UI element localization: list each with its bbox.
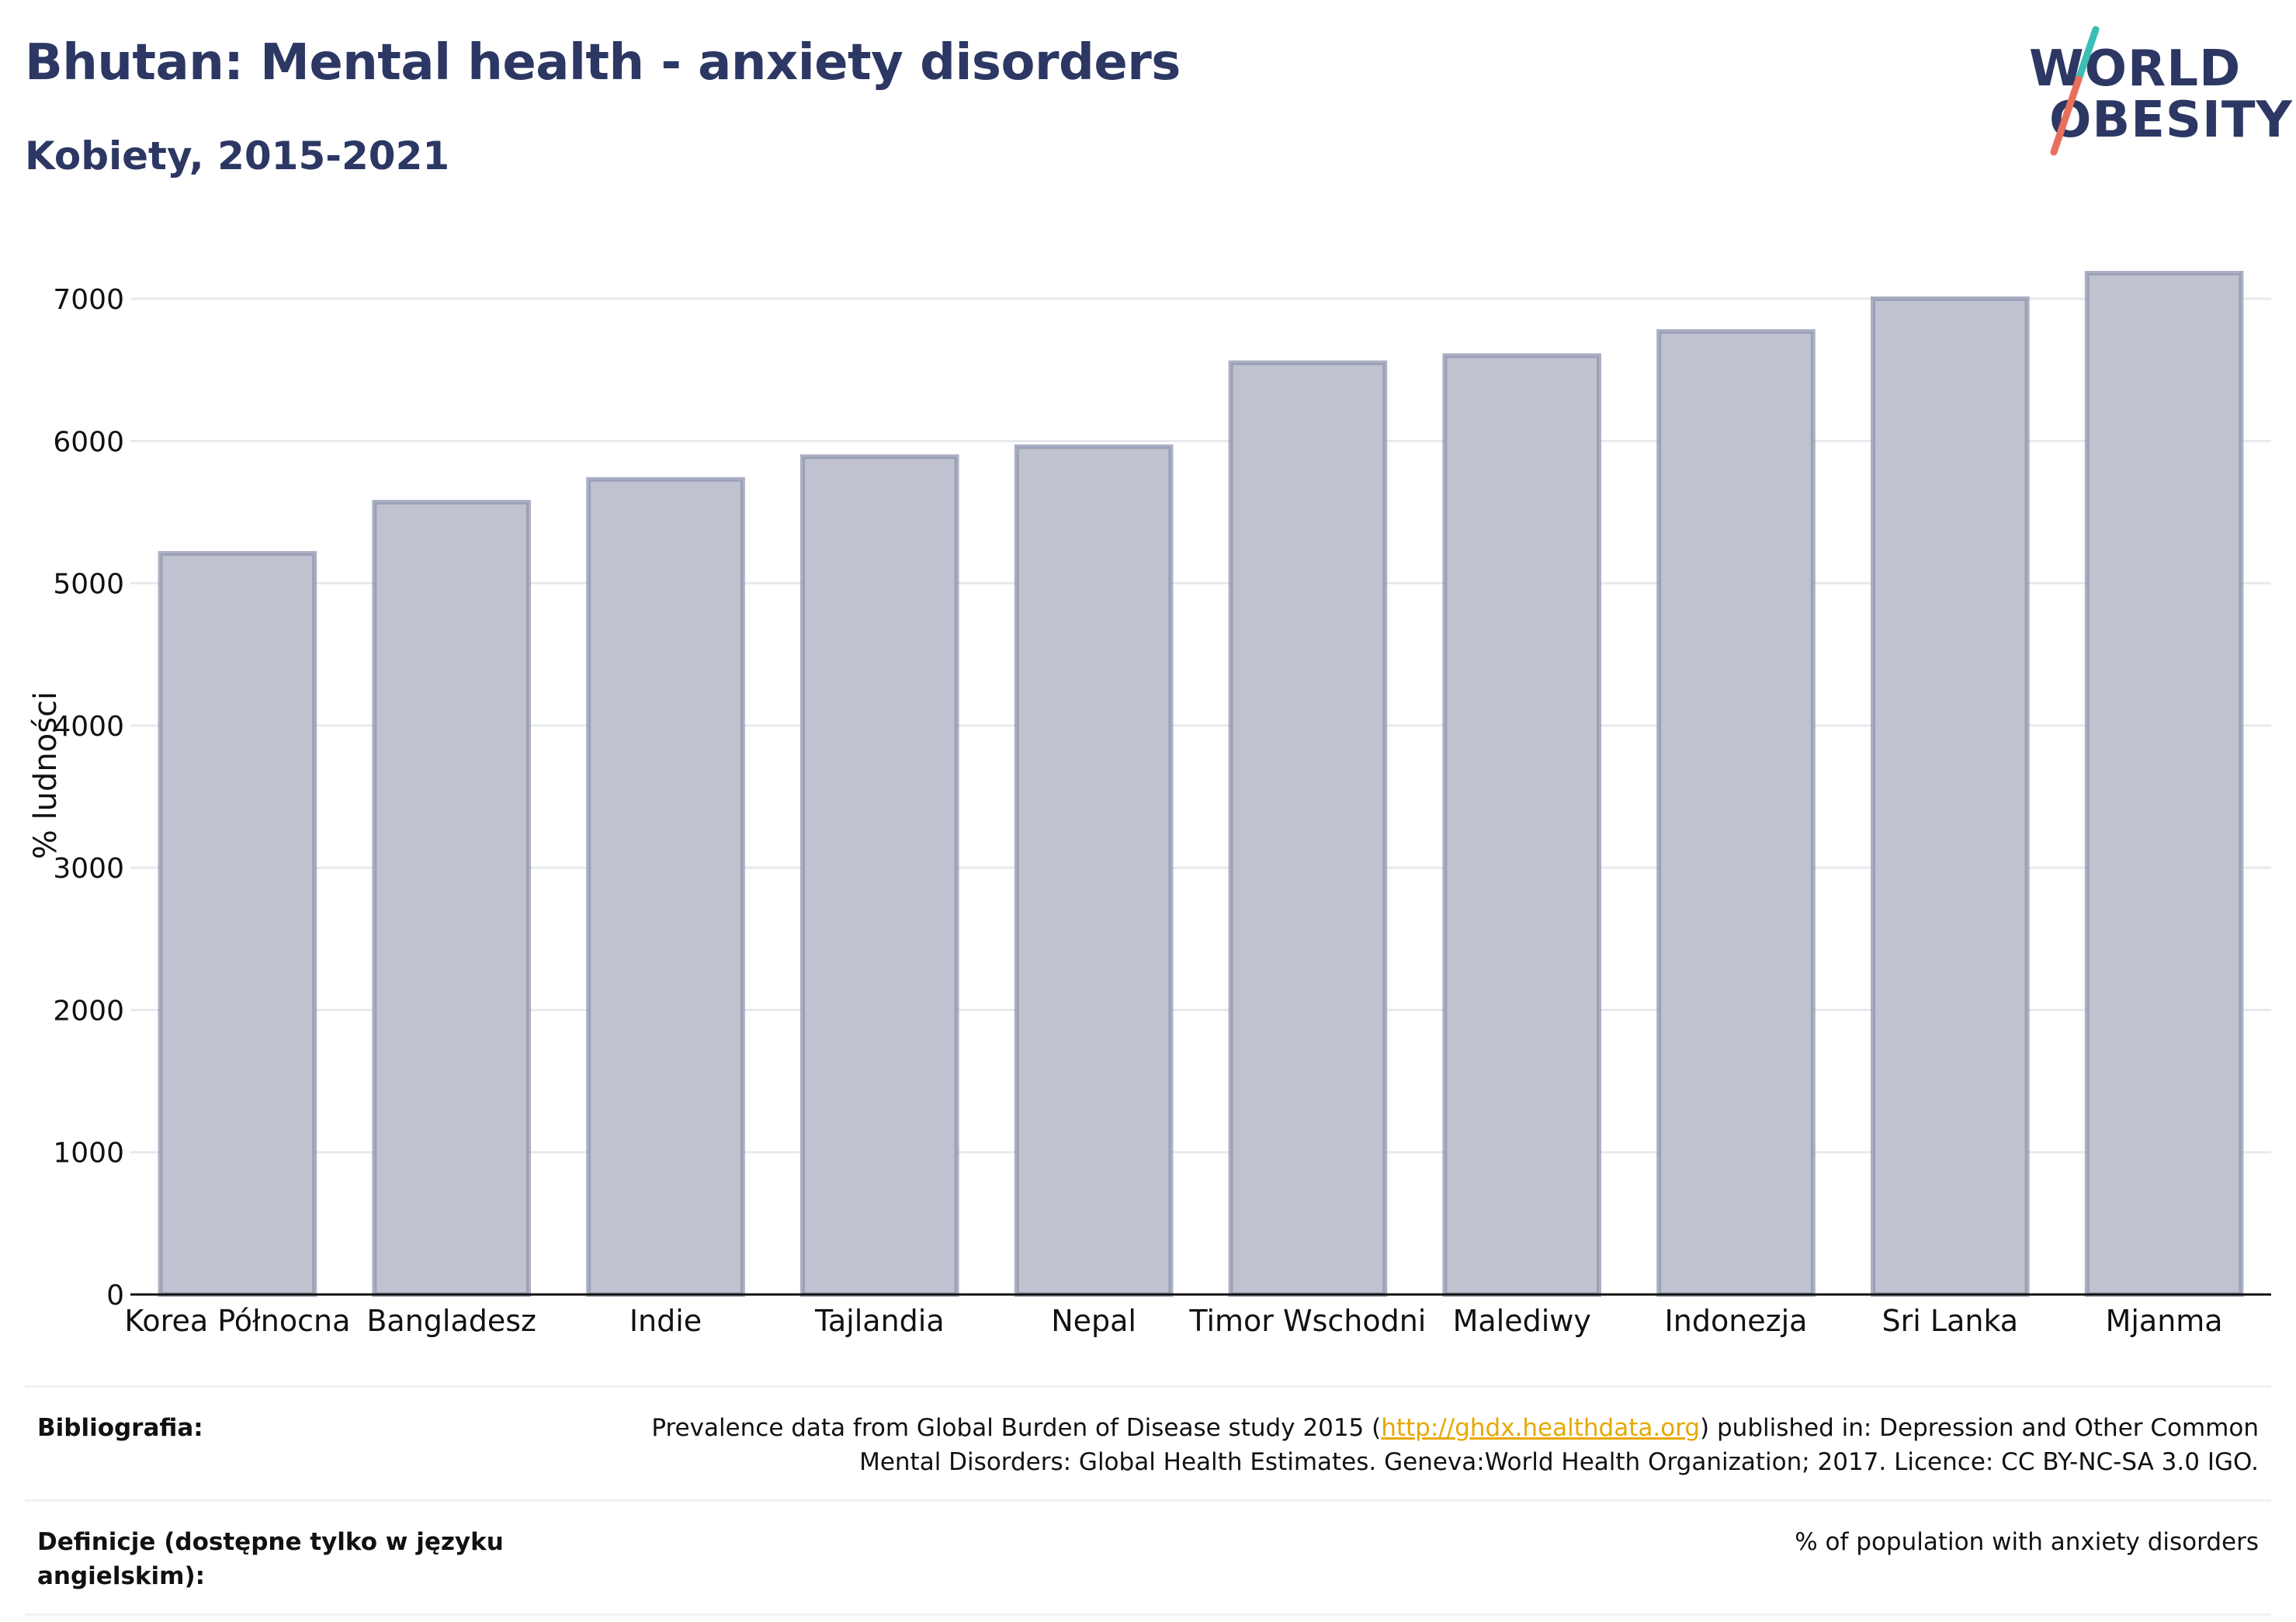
chart-title: Bhutan: Mental health - anxiety disorder…	[25, 34, 1181, 92]
x-category-label: Tajlandia	[814, 1304, 945, 1338]
bibliography-text-start: Prevalence data from Global Burden of Di…	[651, 1414, 1382, 1442]
x-category-label: Sri Lanka	[1882, 1304, 2019, 1338]
y-axis-label: % ludności	[28, 691, 64, 859]
bar[interactable]	[586, 477, 745, 1298]
bar[interactable]	[1656, 329, 1816, 1297]
logo-slash-icon	[2050, 26, 2100, 156]
y-tick-label: 7000	[53, 284, 124, 316]
chart-subtitle: Kobiety, 2015-2021	[25, 133, 450, 178]
bar[interactable]	[372, 500, 531, 1297]
bar[interactable]	[158, 551, 317, 1297]
y-tick-label: 4000	[53, 711, 124, 743]
y-tick-label: 2000	[53, 995, 124, 1027]
bibliography-text-line2: Mental Disorders: Global Health Estimate…	[859, 1448, 2259, 1476]
x-category-label: Malediwy	[1453, 1304, 1591, 1338]
x-category-label: Korea Północna	[124, 1304, 350, 1338]
x-category-label: Timor Wschodni	[1188, 1304, 1426, 1338]
logo-text-obesity: OBESITY	[2049, 92, 2293, 149]
bars	[158, 270, 2244, 1298]
x-axis-categories: Korea Północna Bangladesz Indie Tajlandia Ne…	[124, 1304, 2222, 1338]
x-category-label: Indonezja	[1665, 1304, 1808, 1338]
definition-text: % of population with anxiety disorders	[1795, 1528, 2259, 1556]
bar-chart: 0 1000 2000 3000 4000 5000 6000 7000 Korea Półn…	[28, 270, 2271, 1338]
world-obesity-logo: WORLD OBESITY	[2018, 23, 2292, 163]
bar[interactable]	[1871, 296, 2030, 1297]
bar[interactable]	[1228, 360, 1388, 1298]
x-category-label: Indie	[629, 1304, 702, 1338]
chart-footer: Bibliografia: Prevalence data from Globa…	[25, 1385, 2271, 1616]
bibliography-label: Bibliografia:	[37, 1414, 203, 1442]
bar[interactable]	[1014, 444, 1174, 1297]
bibliography-link[interactable]: http://ghdx.healthdata.org	[1381, 1414, 1701, 1442]
logo-text-world: WORLD	[2029, 40, 2242, 98]
bibliography-text: Prevalence data from Global Burden of Di…	[582, 1411, 2259, 1479]
definition-row: Definicje (dostępne tylko w języku angie…	[25, 1499, 2271, 1616]
bar[interactable]	[2084, 270, 2244, 1297]
bibliography-row: Bibliografia: Prevalence data from Globa…	[25, 1385, 2271, 1499]
x-category-label: Mjanma	[2106, 1304, 2223, 1338]
definition-label: Definicje (dostępne tylko w języku angie…	[37, 1528, 504, 1590]
x-category-label: Nepal	[1051, 1304, 1136, 1338]
y-tick-label: 6000	[53, 426, 124, 458]
y-tick-label: 0	[106, 1280, 124, 1312]
y-tick-label: 5000	[53, 569, 124, 601]
bar[interactable]	[1442, 353, 1601, 1297]
y-axis-ticks: 0 1000 2000 3000 4000 5000 6000 7000	[53, 284, 124, 1312]
bar[interactable]	[800, 454, 959, 1297]
x-category-label: Bangladesz	[366, 1304, 536, 1338]
bibliography-text-end: ) published in: Depression and Other Com…	[1700, 1414, 2259, 1442]
y-tick-label: 1000	[53, 1138, 124, 1170]
y-tick-label: 3000	[53, 853, 124, 885]
